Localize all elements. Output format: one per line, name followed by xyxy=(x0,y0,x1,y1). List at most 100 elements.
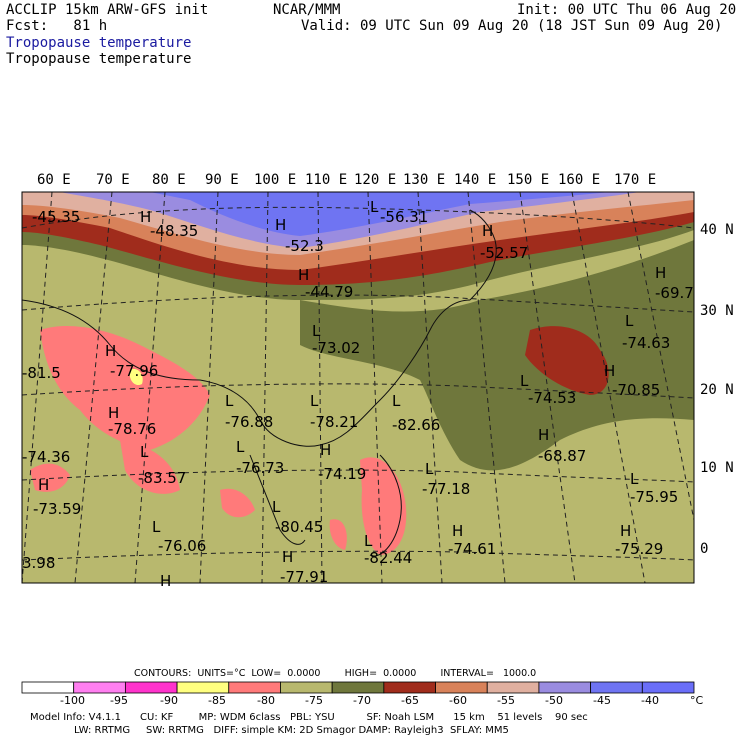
extremum-value: -76.73 xyxy=(236,459,284,477)
low-marker: L xyxy=(392,392,401,410)
extremum-value: -77.18 xyxy=(422,480,470,498)
low-marker: L xyxy=(152,518,161,536)
extremum-value: -52.3 xyxy=(285,237,324,255)
shaded-field xyxy=(22,192,694,583)
lon-label: 70 E xyxy=(96,172,130,188)
low-marker: L xyxy=(425,460,434,478)
lon-label: 60 E xyxy=(37,172,71,188)
legend-swatch xyxy=(21,681,75,694)
legend-swatch xyxy=(538,681,592,694)
legend-tick: -85 xyxy=(208,694,226,707)
legend-tick: -95 xyxy=(110,694,128,707)
legend-tick: -55 xyxy=(497,694,515,707)
extremum-value: -78.76 xyxy=(108,420,156,438)
legend-swatch xyxy=(73,681,126,694)
coastlines xyxy=(22,209,497,557)
low-marker: L xyxy=(236,438,245,456)
high-marker: H xyxy=(452,522,463,540)
low-marker: L xyxy=(312,322,321,340)
high-marker: H xyxy=(298,266,309,284)
extremum-value: -82.44 xyxy=(364,549,412,567)
map-frame xyxy=(21,191,695,584)
extremum-value: -76.06 xyxy=(158,537,206,555)
low-marker: L xyxy=(140,443,149,461)
valid-time: Valid: 09 UTC Sun 09 Aug 20 (18 JST Sun … xyxy=(301,18,723,34)
extremum-value: -82.66 xyxy=(392,416,440,434)
extremum-value: -52.57 xyxy=(480,244,528,262)
low-marker: L xyxy=(364,532,373,550)
extremum-value: -78.21 xyxy=(310,413,358,431)
lon-label: 90 E xyxy=(205,172,239,188)
extremum-value: -74.53 xyxy=(528,389,576,407)
legend-swatch xyxy=(280,681,333,694)
legend-swatch xyxy=(124,681,178,694)
high-marker: H xyxy=(482,222,493,240)
extremum-value: -74.36 xyxy=(22,448,70,466)
extrema-labels: -45.35 H-48.35 H-52.3L-56.31H-52.57H-44.79… xyxy=(22,198,694,590)
color-legend xyxy=(21,681,695,694)
graticule xyxy=(22,192,694,583)
lon-label: 100 E xyxy=(254,172,297,188)
legend-tick: -80 xyxy=(257,694,275,707)
low-marker: L xyxy=(225,392,234,410)
extremum-value: -75.95 xyxy=(630,488,678,506)
extremum-value: -68.87 xyxy=(538,447,586,465)
high-marker: H xyxy=(655,264,666,282)
extremum-value: -77.96 xyxy=(110,362,158,380)
low-marker: L xyxy=(625,312,634,330)
high-marker: H xyxy=(108,404,119,422)
lon-label: 140 E xyxy=(454,172,497,188)
extremum-value: -56.31 xyxy=(380,208,428,226)
high-marker: H xyxy=(38,476,49,494)
init-time: Init: 00 UTC Thu 06 Aug 20 xyxy=(517,2,737,18)
low-marker: L xyxy=(520,372,529,390)
legend-swatch xyxy=(486,681,540,694)
extremum-value: -70.85 xyxy=(612,381,660,399)
extremum-value: -77.91 xyxy=(280,568,328,586)
field-title-shaded: Tropopause temperature xyxy=(6,35,192,51)
legend-swatch xyxy=(590,681,643,694)
extremum-value: -83.57 xyxy=(138,469,186,487)
legend-swatch xyxy=(383,681,436,694)
field-title-contour: Tropopause temperature xyxy=(6,51,192,67)
extremum-value: -73.59 xyxy=(33,500,81,518)
extremum-value: 3.98 xyxy=(22,554,55,572)
lon-label: 80 E xyxy=(152,172,186,188)
high-marker: H xyxy=(140,208,151,226)
high-marker: H xyxy=(105,342,116,360)
legend-swatch xyxy=(435,681,488,694)
legend-swatch xyxy=(641,681,695,694)
org-label: NCAR/MMM xyxy=(273,2,341,18)
lat-label: 40 N xyxy=(700,222,734,238)
lon-label: 150 E xyxy=(507,172,550,188)
high-marker: H xyxy=(604,362,615,380)
high-marker: H xyxy=(275,216,286,234)
extremum-value: -73.02 xyxy=(312,339,360,357)
lat-label: 20 N xyxy=(700,382,734,398)
high-marker: H xyxy=(538,426,549,444)
extremum-value: -75.29 xyxy=(615,540,663,558)
low-marker: L xyxy=(310,392,319,410)
lon-label: 120 E xyxy=(354,172,397,188)
extremum-value: -45.35 xyxy=(32,208,80,226)
extremum-value: -74.61 xyxy=(448,540,496,558)
extremum-value: -48.35 xyxy=(150,222,198,240)
lat-label: 10 N xyxy=(700,460,734,476)
extremum-value: -76.88 xyxy=(225,413,273,431)
legend-tick: -65 xyxy=(401,694,419,707)
lat-label: 0 xyxy=(700,541,709,557)
legend-swatch xyxy=(228,681,281,694)
lon-label: 130 E xyxy=(403,172,446,188)
extremum-value: -80.45 xyxy=(275,518,323,536)
model-title: ACCLIP 15km ARW-GFS init xyxy=(6,2,209,18)
legend-tick: -50 xyxy=(545,694,563,707)
legend-swatch xyxy=(176,681,230,694)
contour-info: CONTOURS: UNITS=°C LOW= 0.0000 HIGH= 0.0… xyxy=(134,668,537,679)
extremum-value: -44.79 xyxy=(305,283,353,301)
high-marker: H xyxy=(620,522,631,540)
high-marker: H xyxy=(282,548,293,566)
high-marker: H xyxy=(160,572,171,590)
extremum-value: -74.63 xyxy=(622,334,670,352)
legend-tick: -70 xyxy=(353,694,371,707)
